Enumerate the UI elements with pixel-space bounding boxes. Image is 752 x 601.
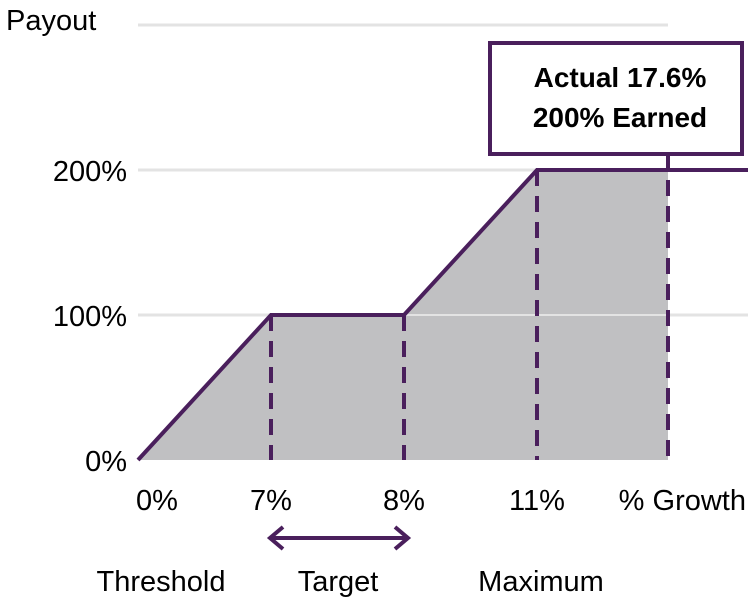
zone-label-maximum: Maximum bbox=[478, 566, 604, 598]
x-tick-label-8: 8% bbox=[383, 485, 425, 517]
y-tick-label-200: 200% bbox=[53, 156, 127, 188]
callout-box bbox=[488, 41, 744, 156]
y-axis-title: Payout bbox=[6, 5, 96, 37]
target-range-arrow bbox=[266, 525, 412, 551]
x-tick-label-11: 11% bbox=[509, 485, 565, 517]
reference-lines bbox=[269, 154, 670, 460]
payout-line bbox=[136, 168, 668, 462]
y-tick-label-0: 0% bbox=[85, 446, 127, 478]
y-tick-label-100: 100% bbox=[53, 301, 127, 333]
callout-line-actual: Actual 17.6% bbox=[534, 62, 707, 93]
arrow-head-left bbox=[266, 525, 285, 551]
callout-line-earned: 200% Earned bbox=[533, 102, 707, 133]
arrow-head-right bbox=[393, 525, 412, 551]
x-tick-label-0: 0% bbox=[136, 485, 178, 517]
zone-label-target: Target bbox=[298, 566, 379, 598]
actual-callout: Actual 17.6% 200% Earned bbox=[488, 41, 744, 156]
zone-label-threshold: Threshold bbox=[97, 566, 226, 598]
x-tick-label-7: 7% bbox=[250, 485, 292, 517]
x-axis-title: % Growth bbox=[619, 485, 746, 517]
